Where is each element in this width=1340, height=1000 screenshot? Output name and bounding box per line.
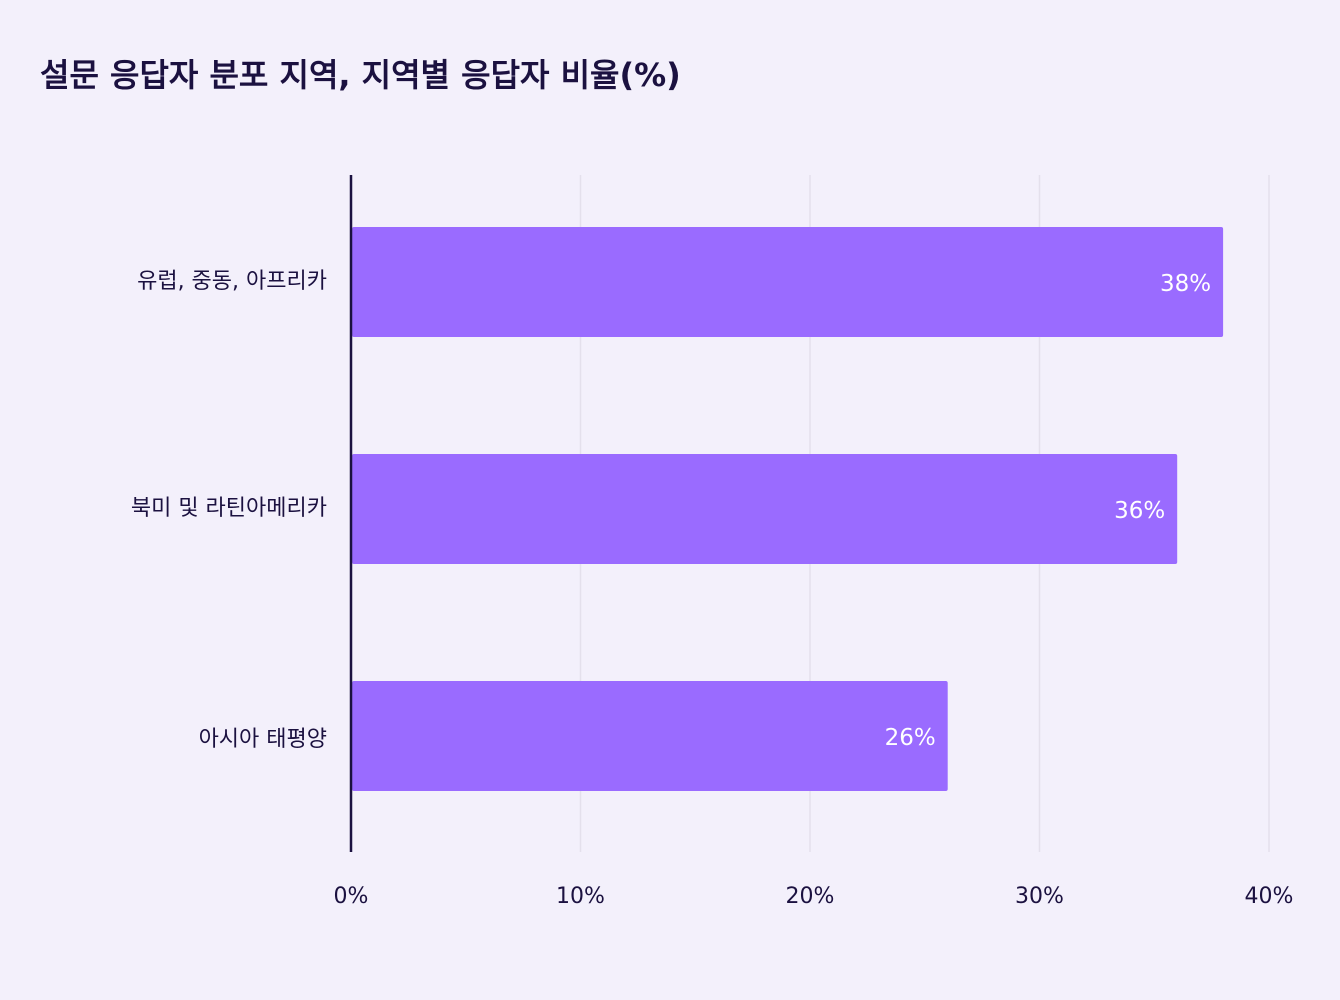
bars — [352, 227, 1224, 791]
x-tick-label-40: 40% — [1245, 884, 1294, 909]
bar-0 — [352, 227, 1224, 337]
chart-title: 설문 응답자 분포 지역, 지역별 응답자 비율(%) — [40, 56, 681, 94]
value-label-1: 36% — [1114, 498, 1165, 524]
x-tick-label-20: 20% — [786, 884, 835, 909]
bar-1 — [352, 454, 1178, 564]
x-tick-label-10: 10% — [556, 884, 605, 909]
bar-2 — [352, 681, 948, 791]
x-tick-label-0: 0% — [334, 884, 369, 909]
category-label-0: 유럽, 중동, 아프리카 — [137, 269, 327, 294]
category-label-1: 북미 및 라틴아메리카 — [131, 496, 327, 521]
value-label-2: 26% — [885, 725, 936, 751]
labels: 0% 10% 20% 30% 40% 38% 유럽, 중동, 아프리카 36% 북미 및 라틴아… — [131, 269, 1294, 909]
value-label-0: 38% — [1160, 271, 1211, 297]
category-label-2: 아시아 태평양 — [199, 727, 327, 752]
x-tick-label-30: 30% — [1015, 884, 1064, 909]
